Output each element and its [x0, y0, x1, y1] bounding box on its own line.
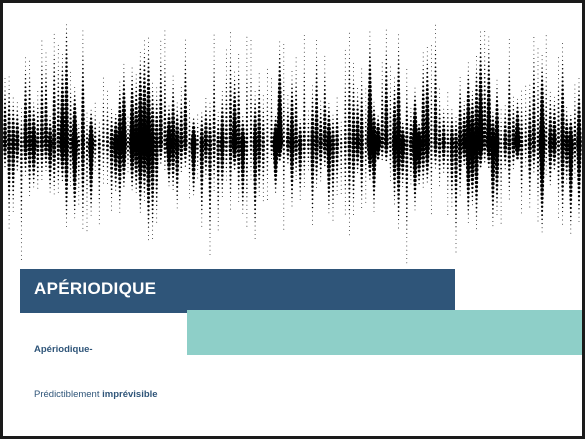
waveform-dot-pattern — [3, 21, 582, 276]
slide-title: APÉRIODIQUE — [34, 279, 156, 299]
accent-bar — [187, 310, 582, 355]
slide-body-text: Prédictiblement imprévisible — [34, 389, 158, 400]
slide: APÉRIODIQUE Apériodique- Prédictiblement… — [3, 3, 582, 436]
title-bar: APÉRIODIQUE — [20, 269, 455, 313]
body-text-prefix: Prédictiblement — [34, 389, 102, 400]
slide-subtitle: Apériodique- — [34, 344, 93, 355]
body-text-emphasis: imprévisible — [102, 389, 157, 400]
